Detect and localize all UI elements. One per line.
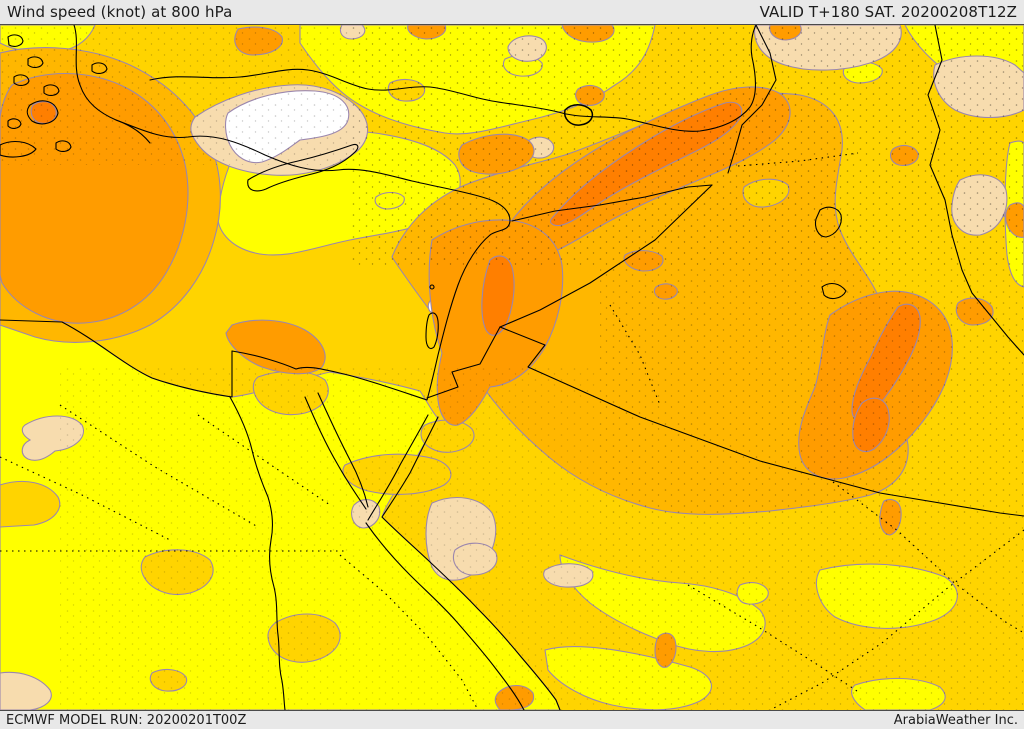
- lake-urmia: [814, 206, 842, 238]
- aegean-island-3: [13, 74, 30, 86]
- gulf-of-aqaba-east-shore-saudi-coast: [381, 416, 561, 710]
- aegean-island-1: [7, 34, 24, 47]
- aegean-island-6: [91, 62, 108, 74]
- jordan-saudi-border: [426, 326, 501, 399]
- aegean-island-2: [27, 56, 44, 68]
- attribution-label: ArabiaWeather Inc.: [893, 712, 1018, 728]
- syria-iraq-border: [499, 184, 713, 328]
- footer-bar: ECMWF MODEL RUN: 20200201T00Z ArabiaWeat…: [0, 710, 1024, 729]
- wind-speed-contour-map: [0, 25, 1024, 710]
- aegean-island-5: [7, 118, 22, 129]
- valid-time-label: VALID T+180 SAT. 20200208T12Z: [759, 3, 1017, 21]
- kuwait-coast: [821, 282, 847, 300]
- iraq-saudi-border: [499, 326, 1024, 517]
- dotted-borders: [0, 152, 1024, 710]
- egypt-coast: [0, 319, 233, 398]
- weather-map: [0, 25, 1024, 710]
- turkey-syria-border: [511, 184, 713, 222]
- iraq-iran-border: [927, 25, 1024, 356]
- gulf-of-aqaba-west-shore: [367, 414, 429, 521]
- dead-sea: [425, 312, 439, 350]
- terrain-stipple-texture: [0, 25, 1024, 710]
- egypt-red-sea-coast: [365, 522, 525, 710]
- lesbos-island: [26, 100, 59, 125]
- mediterranean-levant-coast: [115, 119, 511, 401]
- sea-of-galilee: [429, 284, 435, 290]
- aegean-island-7: [55, 140, 72, 152]
- crete-island: [0, 140, 37, 158]
- coastlines-and-borders: [0, 25, 1024, 710]
- sinai-west-shore: [317, 392, 369, 508]
- header-bar: Wind speed (knot) at 800 hPa VALID T+180…: [0, 0, 1024, 25]
- map-title: Wind speed (knot) at 800 hPa: [7, 3, 233, 21]
- cyprus-coast: [247, 143, 359, 192]
- lake-van: [563, 104, 594, 126]
- turkey-caucasus-border: [727, 25, 777, 174]
- black-sea-coast: [149, 25, 757, 132]
- model-run-label: ECMWF MODEL RUN: 20200201T00Z: [6, 712, 247, 728]
- aegean-coast: [73, 25, 151, 144]
- aegean-island-4: [43, 84, 60, 96]
- gulf-of-suez-west-shore: [304, 396, 367, 510]
- nile-river: [229, 396, 286, 710]
